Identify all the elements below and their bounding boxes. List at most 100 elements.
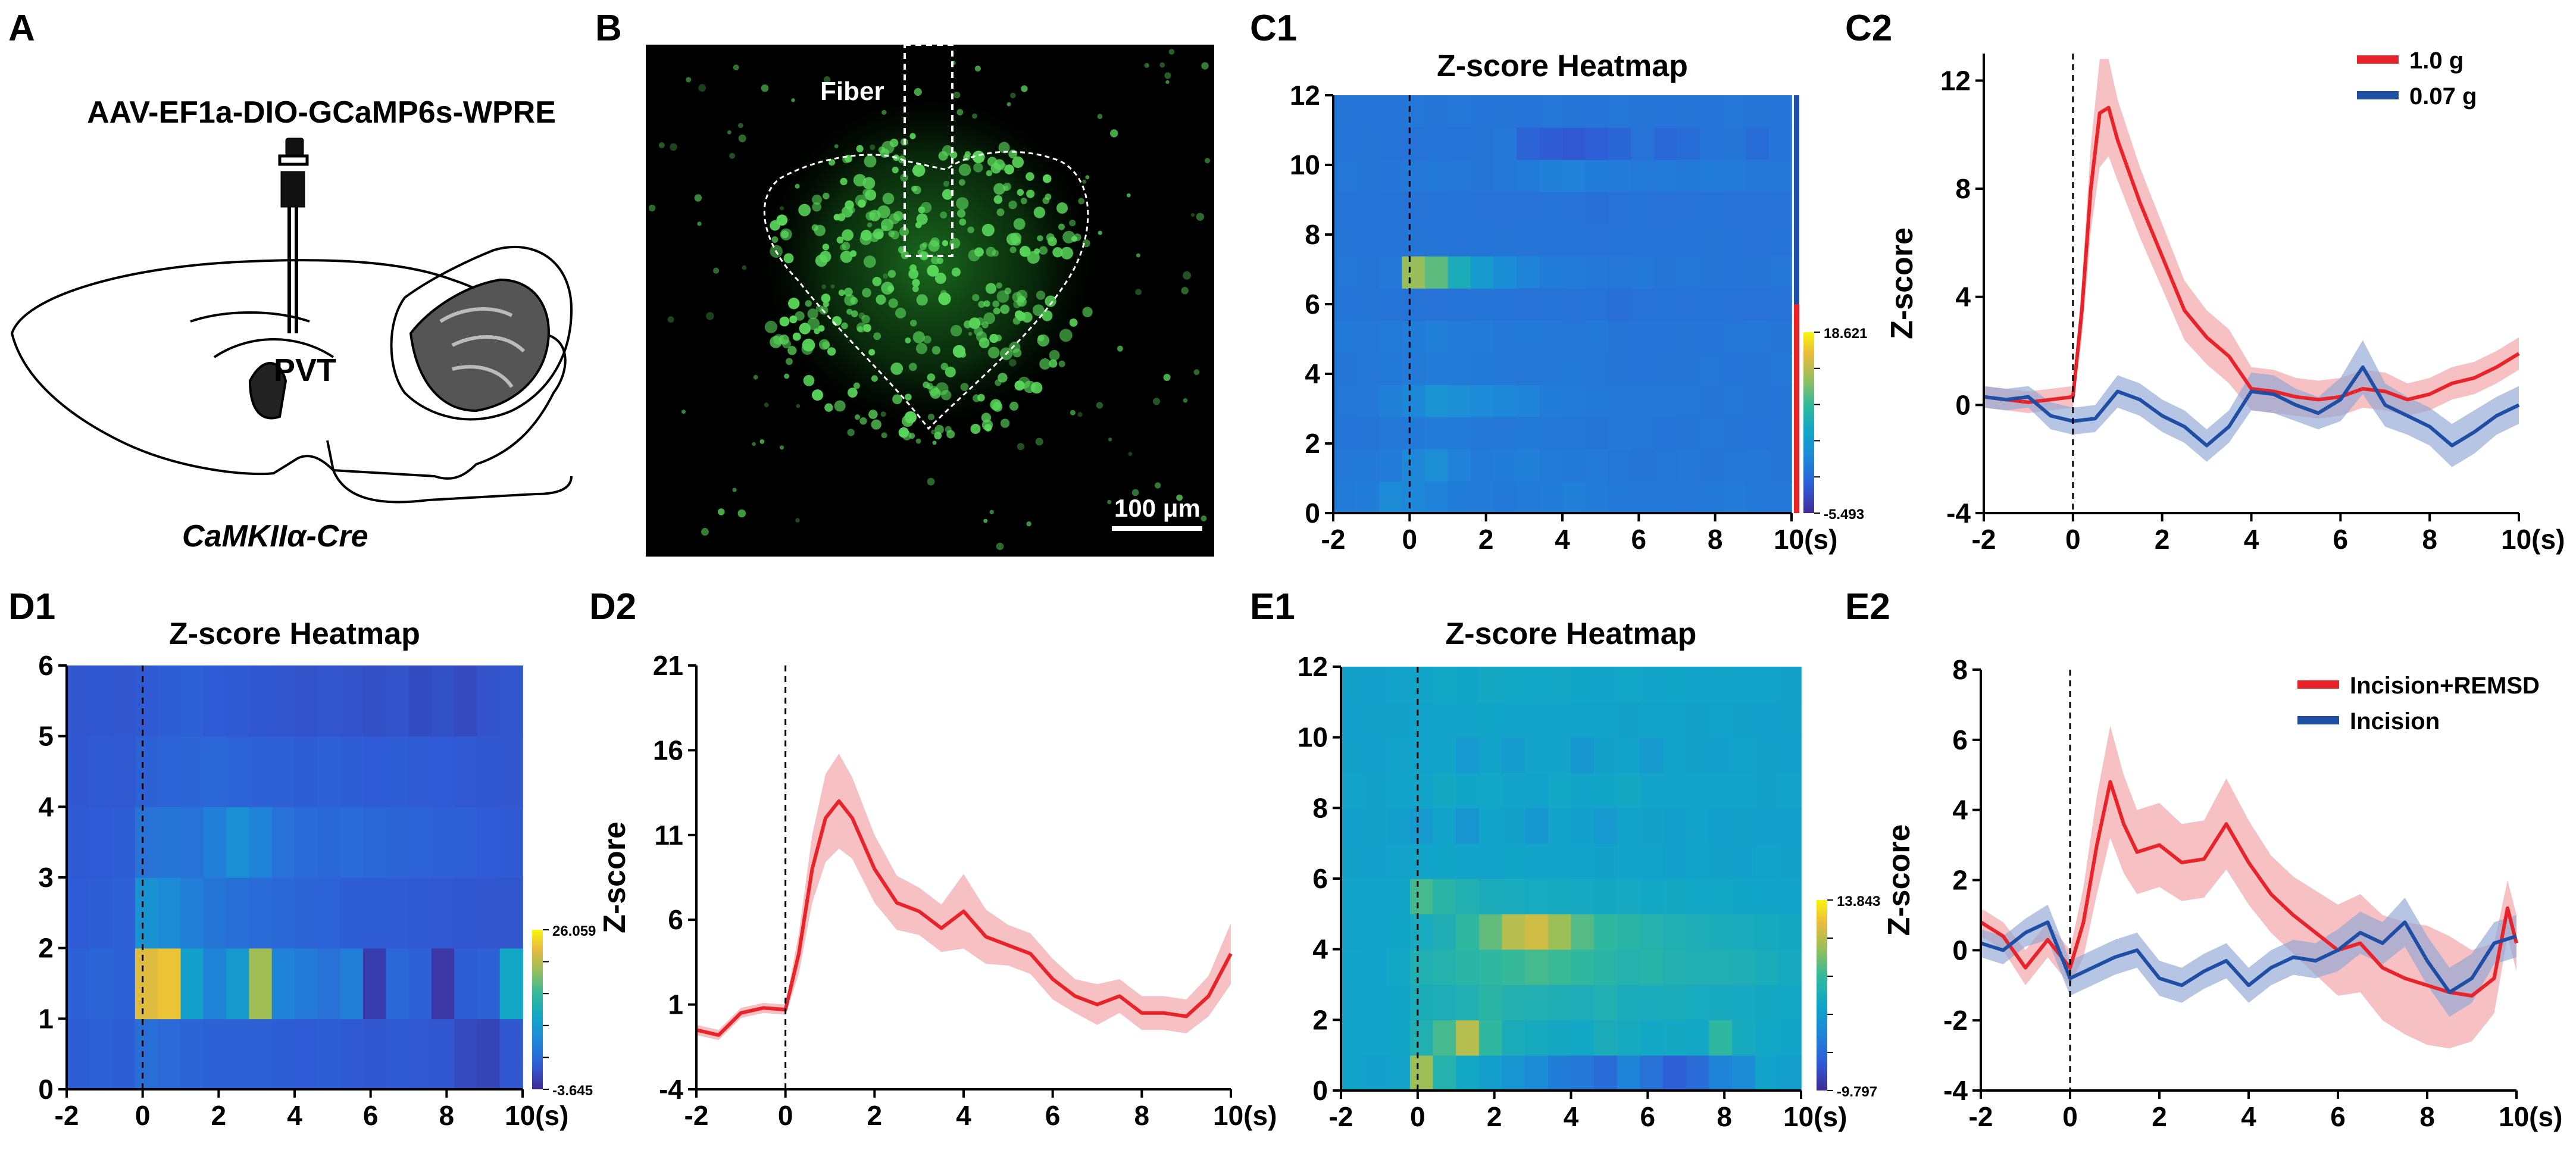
y-tick-label: 12 [1940, 65, 1971, 96]
neuron-dot [950, 324, 962, 337]
neuron-dot [876, 294, 886, 305]
neuron-dot [1201, 62, 1209, 70]
heatmap-cell [317, 665, 341, 737]
heatmap-cell [1677, 256, 1700, 289]
neuron-dot [1164, 72, 1171, 79]
heatmap-cell [1387, 843, 1411, 879]
neuron-dot [1082, 307, 1093, 317]
x-tick-label: -2 [684, 1100, 709, 1131]
heatmap-cell [1732, 702, 1756, 738]
heatmap-cell [135, 877, 158, 949]
heatmap-cell [1539, 352, 1563, 385]
heatmap-cell [431, 1018, 455, 1090]
heatmap-cell [249, 948, 273, 1020]
neuron-dot [908, 268, 919, 279]
virus-label: AAV-EF1a-DIO-GCaMP6s-WPRE [87, 95, 556, 130]
heatmap-cell [1617, 843, 1641, 879]
heatmap-cell [1517, 160, 1540, 192]
neuron-dot [959, 218, 967, 226]
heatmap-cell [1517, 320, 1540, 353]
heatmap-cell [1517, 481, 1540, 514]
heatmap-cell [1700, 224, 1724, 257]
heatmap-cell [1640, 667, 1664, 703]
x-tick-label: 0 [778, 1100, 793, 1131]
heatmap-cell [135, 736, 158, 808]
panel-a-label: A [8, 8, 35, 49]
x-tick-label: -2 [1329, 1101, 1353, 1132]
heatmap-cell [203, 665, 227, 737]
heatmap-cell [1387, 773, 1411, 809]
neuron-dot [1008, 200, 1017, 210]
neuron-dot [1107, 499, 1112, 505]
heatmap-cell [1548, 879, 1572, 915]
heatmap-cell [1562, 95, 1586, 128]
heatmap-cell [1654, 352, 1678, 385]
heatmap-cell [1433, 1020, 1457, 1056]
x-tick-label: 10(s) [2501, 524, 2565, 555]
heatmap-cell [1700, 256, 1724, 289]
heatmap-cell [1548, 843, 1572, 879]
heatmap-cell [67, 948, 90, 1020]
neuron-dot [900, 173, 908, 182]
heatmap-cell [1387, 985, 1411, 1021]
heatmap-cell [1425, 224, 1449, 257]
heatmap-cell [1341, 949, 1365, 985]
heatmap-cell [1478, 737, 1503, 773]
heatmap-cell [1768, 127, 1792, 160]
heatmap-cell [1631, 417, 1655, 449]
neuron-dot [1059, 329, 1073, 342]
y-tick-label: 2 [1952, 865, 1968, 896]
neuron-dot [791, 98, 795, 102]
colorbar-max-label: 13.843 [1837, 893, 1880, 910]
y-tick-label: 6 [1312, 863, 1328, 894]
heatmap-cell [1493, 256, 1517, 289]
heatmap-cell [1471, 160, 1495, 192]
heatmap-cell [1608, 288, 1632, 321]
heatmap-cell [1402, 417, 1425, 449]
heatmap-cell [317, 1018, 341, 1090]
heatmap-cell [1732, 808, 1756, 844]
heatmap-cell [1379, 224, 1403, 257]
panel-label: E2 [1845, 586, 1890, 627]
heatmap-cell [1631, 224, 1655, 257]
heatmap-cell [226, 736, 250, 808]
neuron-dot [986, 170, 993, 177]
neuron-dot [812, 389, 823, 401]
heatmap-cell [1571, 985, 1595, 1021]
neuron-dot [927, 477, 935, 486]
neuron-dot [1196, 213, 1205, 221]
neuron-dot [878, 146, 886, 154]
heatmap-cell [1448, 481, 1471, 514]
panel-label: C1 [1250, 8, 1297, 49]
heatmap-cell [1778, 808, 1802, 844]
y-tick-label: -2 [1943, 1005, 1968, 1036]
heatmap-cell [1478, 667, 1503, 703]
neuron-dot [1013, 300, 1021, 308]
heatmap-cell [203, 807, 227, 878]
neuron-dot [732, 488, 737, 492]
x-tick-label: 10(s) [1783, 1101, 1847, 1132]
neuron-dot [1026, 189, 1035, 198]
legend-label: 0.07 g [2409, 83, 2477, 110]
neuron-dot [978, 301, 986, 308]
neuron-dot [916, 294, 928, 306]
heatmap-cell [1571, 702, 1595, 738]
neuron-dot [738, 123, 743, 129]
neuron-dot [827, 347, 836, 356]
heatmap-cell [1493, 352, 1517, 385]
heatmap-cell [67, 877, 90, 949]
heatmap-cell [362, 1018, 386, 1090]
heatmap-cell [226, 807, 250, 878]
heatmap-cell [1364, 914, 1388, 950]
heatmap-cell [1746, 192, 1770, 224]
neuron-dot [995, 379, 1002, 386]
neuron-dot [892, 166, 899, 174]
heatmap-cell [1686, 1020, 1710, 1056]
heatmap-cell [1654, 288, 1678, 321]
heatmap-cell [1548, 914, 1572, 950]
neuron-dot [1049, 349, 1060, 361]
neuron-dot [1034, 248, 1040, 255]
heatmap-cell [1502, 949, 1525, 985]
heatmap-cell [1585, 481, 1609, 514]
heatmap-cell [112, 1018, 136, 1090]
